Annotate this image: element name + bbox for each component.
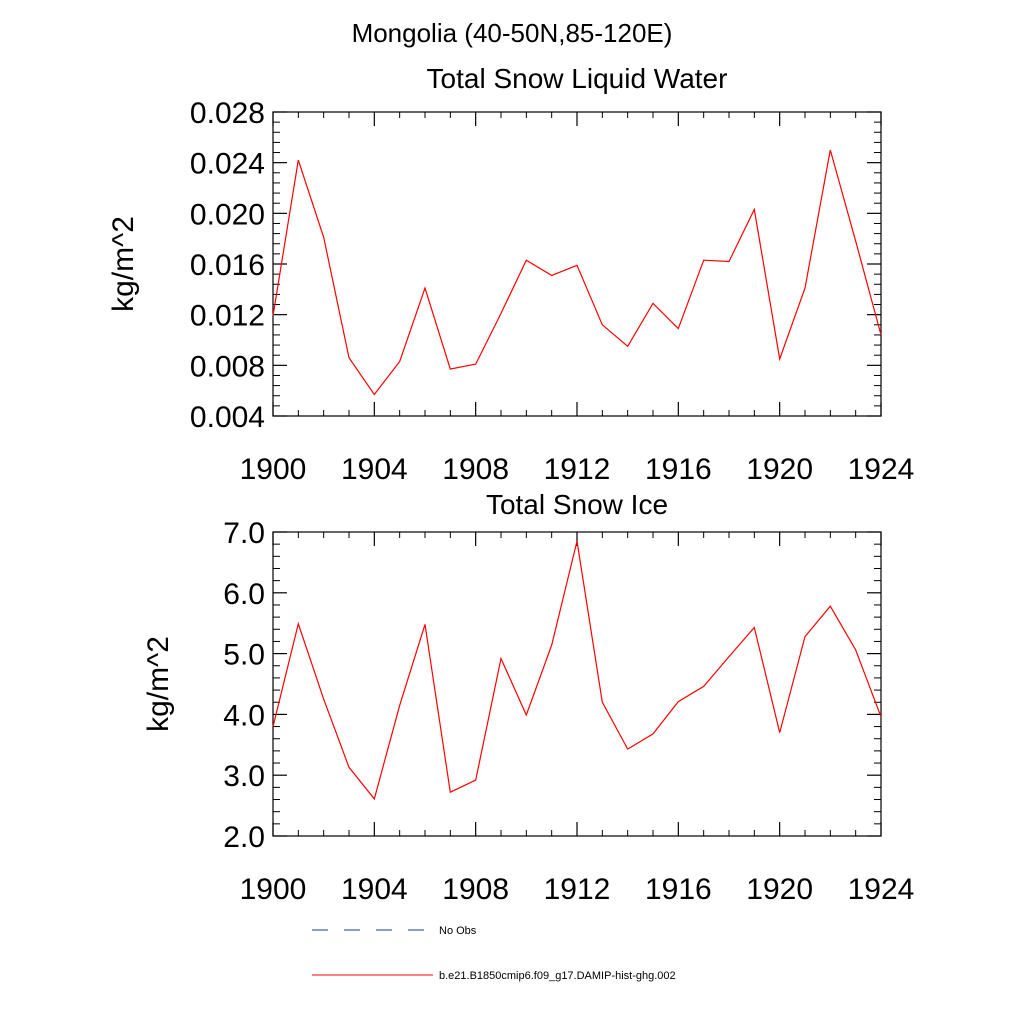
legend-label-2: b.e21.B1850cmip6.f09_g17.DAMIP-hist-ghg.… — [439, 970, 676, 982]
x-tick-label: 1900 — [240, 873, 307, 906]
panels: Total Snow Liquid Water 1900 1904 1908 1912 1… — [107, 63, 914, 906]
chart-panel-1: Total Snow Liquid Water 1900 1904 1908 1912 1… — [107, 63, 914, 486]
plot-frame — [272, 531, 882, 837]
x-tick-label: 1916 — [645, 453, 712, 486]
x-tick-label: 1924 — [848, 453, 915, 486]
x-tick-label: 1916 — [645, 873, 712, 906]
y-tick-label: 0.012 — [190, 300, 265, 333]
x-tick-label: 1900 — [240, 453, 307, 486]
y-tick-label: 0.020 — [190, 198, 265, 231]
y-tick-label: 4.0 — [223, 699, 265, 732]
y-tick-label: 0.016 — [190, 249, 265, 282]
legend-label-1: No Obs — [439, 925, 477, 937]
figure-title: Mongolia (40-50N,85-120E) — [352, 18, 673, 48]
x-tick-label: 1908 — [442, 453, 509, 486]
y-tick-label: 7.0 — [223, 517, 265, 550]
x-tick-label: 1924 — [848, 873, 915, 906]
x-tick-label: 1912 — [544, 873, 611, 906]
panel-title: Total Snow Liquid Water — [427, 63, 728, 94]
y-tick-label: 2.0 — [223, 821, 265, 854]
x-tick-label: 1908 — [442, 873, 509, 906]
series-line-1 — [272, 149, 882, 396]
x-tick-label: 1912 — [544, 453, 611, 486]
y-tick-label: 0.008 — [190, 350, 265, 383]
plot-frame — [272, 111, 882, 417]
y-tick-label: 0.028 — [190, 97, 265, 130]
y-tick-label: 6.0 — [223, 578, 265, 611]
x-tick-label: 1920 — [746, 453, 813, 486]
series-line-1 — [272, 540, 882, 801]
x-tick-label: 1904 — [341, 873, 408, 906]
legend: No Obs b.e21.B1850cmip6.f09_g17.DAMIP-his… — [312, 925, 676, 982]
chart-panel-2: Total Snow Ice 1900 1904 1908 1912 1916 1920 19… — [142, 489, 914, 906]
y-axis-label: kg/m^2 — [142, 636, 175, 732]
y-axis-label: kg/m^2 — [107, 216, 140, 312]
y-tick-label: 3.0 — [223, 760, 265, 793]
y-tick-label: 5.0 — [223, 639, 265, 672]
y-tick-label: 0.004 — [190, 401, 265, 434]
x-tick-label: 1920 — [746, 873, 813, 906]
x-tick-label: 1904 — [341, 453, 408, 486]
panel-title: Total Snow Ice — [486, 489, 668, 520]
y-tick-label: 0.024 — [190, 148, 265, 181]
